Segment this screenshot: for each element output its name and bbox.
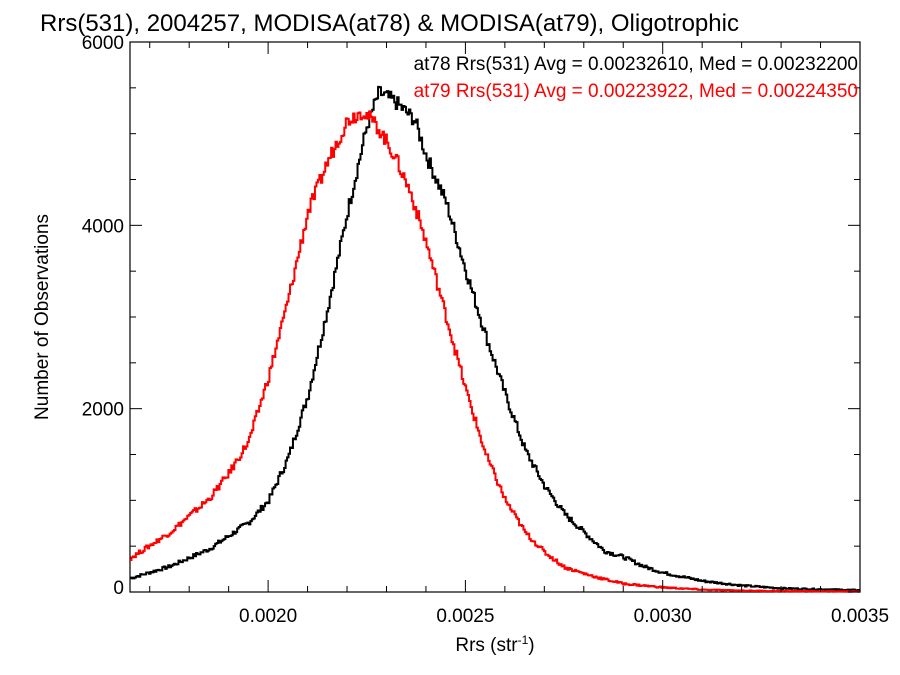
y-tick-label: 2000	[82, 400, 124, 421]
y-tick-label: 0	[113, 578, 124, 599]
series-layer	[130, 85, 861, 593]
x-tick-label: 0.0020	[239, 606, 297, 627]
x-axis-label: Rrs (str-1)	[455, 633, 534, 656]
x-axis-label-sup: -1	[518, 633, 529, 647]
legend-entry-2: at79 Rrs(531) Avg = 0.00223922, Med = 0.…	[414, 81, 858, 102]
plot-frame	[129, 41, 861, 593]
legend-entry-1: at78 Rrs(531) Avg = 0.00232610, Med = 0.…	[414, 54, 858, 75]
y-tick-label: 6000	[82, 33, 124, 54]
x-axis-label-main: Rrs (str	[455, 635, 518, 656]
legend: at78 Rrs(531) Avg = 0.00232610, Med = 0.…	[414, 54, 858, 102]
x-axis-ticks: 0.0020 0.0025 0.0030 0.0035	[149, 42, 889, 627]
chart-title: Rrs(531), 2004257, MODISA(at78) & MODISA…	[40, 10, 739, 37]
x-tick-label: 0.0035	[831, 606, 889, 627]
x-tick-label: 0.0030	[634, 606, 692, 627]
y-axis-ticks: 0 2000 4000 6000	[82, 33, 860, 599]
series-line-1	[130, 85, 861, 592]
y-tick-label: 4000	[82, 216, 124, 237]
x-tick-label: 0.0025	[436, 606, 494, 627]
x-axis-label-close: )	[528, 635, 534, 656]
series-line-2	[130, 110, 861, 593]
y-axis-label: Number of Observations	[32, 214, 53, 420]
